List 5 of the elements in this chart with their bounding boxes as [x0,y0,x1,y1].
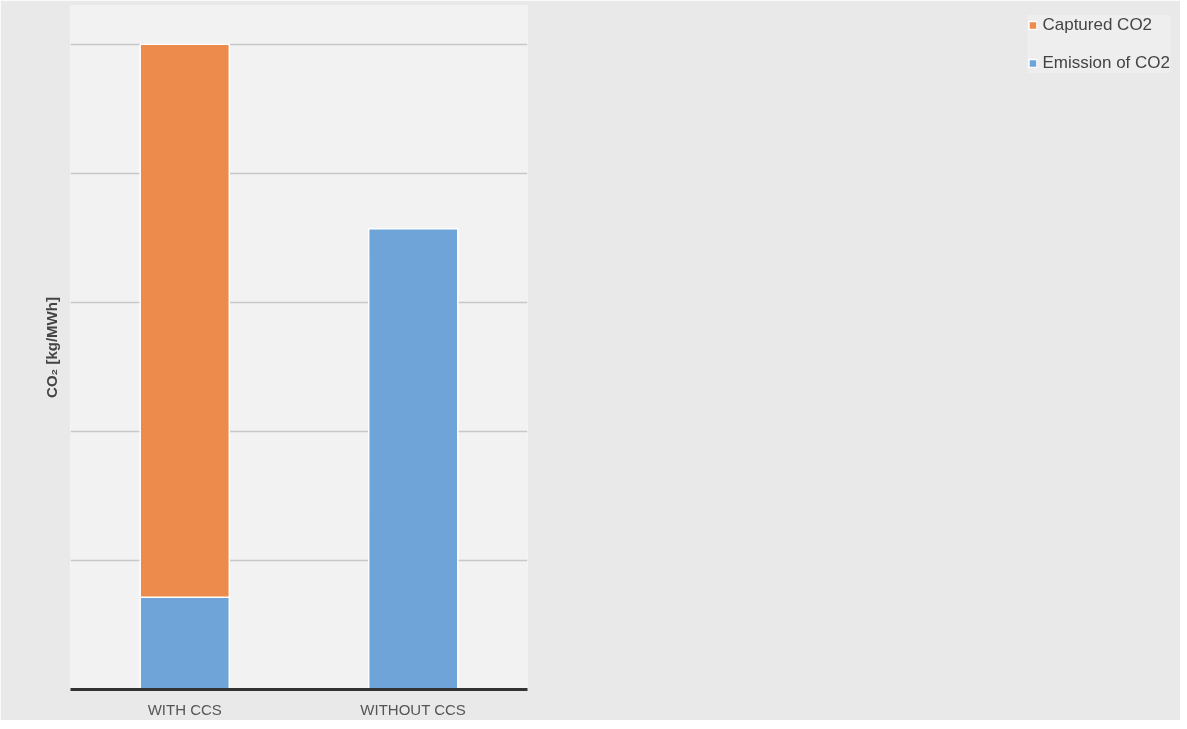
x-tick-label: WITH CCS [147,700,222,718]
x-tick-label: WITHOUT CCS [360,700,466,718]
legend-label: Emission of CO2 [1042,53,1170,73]
legend-label: Captured CO2 [1042,15,1153,35]
y-axis-title: CO₂ [kg/MWh] [42,297,60,398]
